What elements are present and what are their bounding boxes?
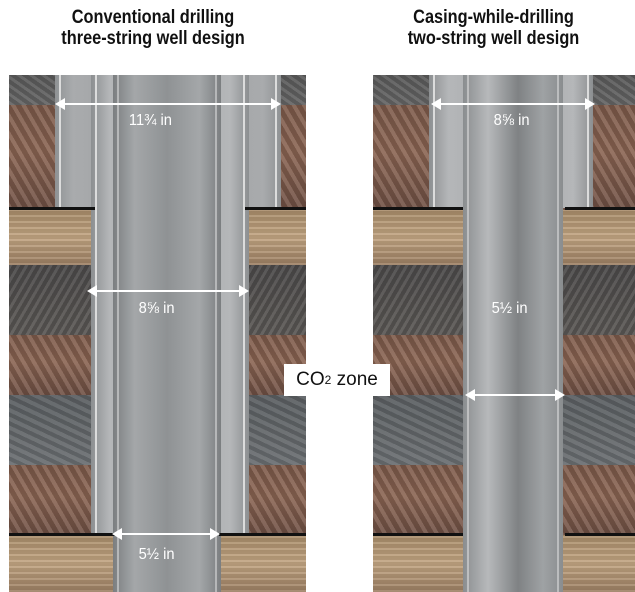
casing-shoe-line xyxy=(245,207,306,210)
casing-edge xyxy=(59,75,61,208)
casing-edge xyxy=(275,75,277,208)
casing-edge xyxy=(215,75,217,592)
casing-shoe-line xyxy=(565,533,635,536)
title-conventional: Conventional drilling three-string well … xyxy=(61,7,245,49)
co2-zone-suffix: zone xyxy=(331,369,378,390)
production-casing xyxy=(113,75,221,592)
outer-diameter-arrow xyxy=(55,98,281,110)
outer-diameter-arrow xyxy=(431,98,595,110)
casing-edge xyxy=(467,75,469,592)
inner-casing-label: 5½ in xyxy=(138,546,175,563)
title-casing-while-drilling: Casing-while-drilling two-string well de… xyxy=(407,7,580,49)
intermediate-casing-label: 8⅝ in xyxy=(138,300,175,317)
casing-edge xyxy=(243,75,245,535)
casing-edge xyxy=(117,75,119,592)
casing-shoe-line xyxy=(9,207,95,210)
casing-edge xyxy=(587,75,589,208)
panel-conventional: 11¾ in 8⅝ in 5½ in xyxy=(9,75,306,592)
casing-edge xyxy=(433,75,435,208)
production-casing xyxy=(463,75,563,592)
casing-shoe-line xyxy=(373,207,463,210)
casing-shoe-line xyxy=(565,207,635,210)
panel-casing-while-drilling: 8⅝ in 5½ in xyxy=(373,75,635,592)
inner-casing-label: 5½ in xyxy=(491,300,528,317)
outer-casing-label: 11¾ in xyxy=(128,112,172,129)
casing-shoe-line xyxy=(9,533,117,536)
outer-casing-label: 8⅝ in xyxy=(493,112,530,129)
casing-shoe-line xyxy=(219,533,306,536)
intermediate-diameter-arrow xyxy=(87,285,249,297)
co2-zone-label: CO 2 zone xyxy=(284,364,390,396)
casing-shoe-line xyxy=(373,533,463,536)
co2-zone-subscript: 2 xyxy=(324,373,332,387)
casing-edge xyxy=(95,75,97,535)
co2-zone-prefix: CO xyxy=(296,369,325,390)
casing-edge xyxy=(557,75,559,592)
inner-diameter-arrow xyxy=(465,389,565,401)
inner-diameter-arrow xyxy=(112,528,220,540)
